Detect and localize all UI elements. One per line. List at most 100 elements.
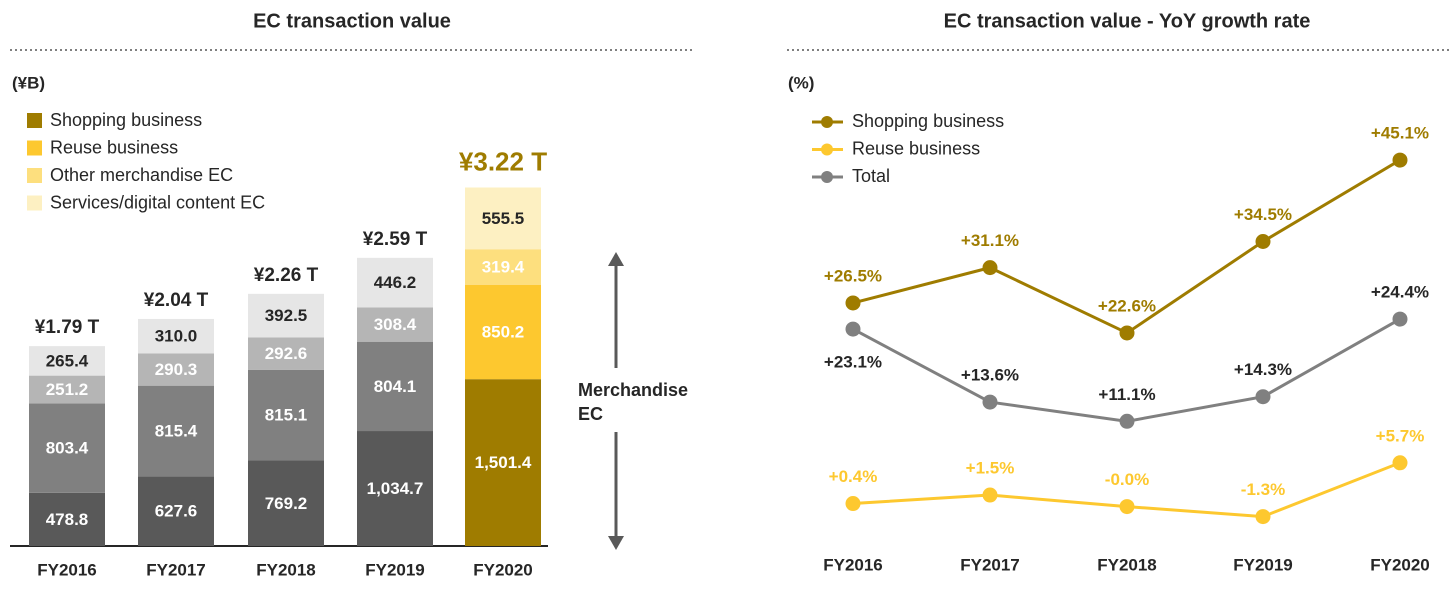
legend-swatch — [27, 168, 42, 183]
value-label: 803.4 — [46, 439, 89, 458]
value-label: -0.0% — [1105, 470, 1149, 489]
total-label: ¥2.04 T — [144, 290, 209, 311]
legend-marker — [821, 171, 833, 183]
point — [845, 321, 861, 337]
legend-marker — [821, 116, 833, 128]
value-label: +34.5% — [1234, 205, 1292, 224]
bar-segment — [465, 284, 541, 380]
bar-segment — [138, 476, 214, 546]
legend-label: Shopping business — [50, 110, 202, 130]
x-tick-label: FY2020 — [1370, 555, 1430, 574]
legend-swatch — [27, 195, 42, 211]
x-tick-label: FY2020 — [473, 560, 533, 579]
chart-title: EC transaction value - YoY growth rate — [944, 10, 1311, 32]
point — [982, 260, 998, 276]
x-tick-label: FY2017 — [960, 555, 1020, 574]
bar-segment — [138, 318, 214, 354]
value-label: 446.2 — [374, 273, 417, 292]
value-label: -1.3% — [1241, 480, 1285, 499]
x-tick-label: FY2019 — [1233, 555, 1293, 574]
annotation: Merchandise EC — [578, 380, 689, 424]
legend-marker — [821, 143, 833, 156]
bar-segment — [248, 460, 324, 546]
chart-title: EC transaction value — [253, 10, 451, 32]
x-tick-label: FY2019 — [365, 560, 425, 579]
total-label: ¥3.22 T — [459, 146, 547, 176]
legend-swatch — [27, 113, 42, 128]
point — [1392, 311, 1408, 327]
point — [1255, 389, 1271, 405]
value-label: 555.5 — [482, 209, 525, 228]
x-tick-label: FY2016 — [823, 555, 883, 574]
value-label: +24.4% — [1371, 283, 1429, 302]
bar-segment — [138, 353, 214, 386]
value-label: +45.1% — [1371, 124, 1429, 143]
value-label: 251.2 — [46, 380, 89, 399]
value-label: +5.7% — [1376, 426, 1425, 445]
value-label: 319.4 — [482, 257, 525, 276]
point — [1392, 455, 1408, 471]
value-label: +1.5% — [966, 459, 1015, 478]
point — [982, 394, 998, 410]
value-label: +23.1% — [824, 353, 882, 372]
point — [845, 295, 861, 311]
bar-segment — [248, 293, 324, 338]
point — [1255, 234, 1271, 250]
point — [1392, 152, 1408, 168]
value-label: 292.6 — [265, 344, 308, 363]
merch-arrow — [608, 252, 624, 550]
bar-segment — [465, 379, 541, 546]
value-label: +22.6% — [1098, 296, 1156, 315]
value-label: 265.4 — [46, 351, 89, 370]
value-label: 627.6 — [155, 502, 198, 521]
value-label: 1,501.4 — [475, 453, 532, 472]
value-label: 392.5 — [265, 306, 308, 325]
value-label: 804.1 — [374, 377, 417, 396]
bar-segment — [357, 257, 433, 308]
value-label: +0.4% — [829, 467, 878, 486]
value-label: +11.1% — [1098, 385, 1155, 404]
value-label: 290.3 — [155, 360, 198, 379]
bar-segment — [29, 375, 105, 404]
legend-label: Reuse business — [852, 138, 980, 158]
legend-label: Total — [852, 166, 890, 186]
legend-label: Services/digital content EC — [50, 192, 265, 212]
x-tick-label: FY2017 — [146, 560, 206, 579]
value-label: 308.4 — [374, 315, 417, 334]
bar-segment — [29, 346, 105, 376]
bar-segment — [357, 307, 433, 342]
legend-label: Shopping business — [852, 111, 1004, 131]
total-label: ¥2.26 T — [254, 265, 319, 286]
point — [845, 496, 861, 512]
legend-label: Reuse business — [50, 137, 178, 157]
value-label: 850.2 — [482, 322, 525, 341]
bar-segment — [29, 403, 105, 493]
x-tick-label: FY2016 — [37, 560, 97, 579]
legend-swatch — [27, 140, 42, 156]
bar-segment — [357, 431, 433, 546]
point — [1119, 325, 1135, 341]
x-tick-label: FY2018 — [1097, 555, 1157, 574]
value-label: 815.4 — [155, 421, 198, 440]
value-label: +14.3% — [1234, 360, 1292, 379]
total-label: ¥1.79 T — [35, 317, 100, 338]
bar-segment — [248, 369, 324, 461]
value-label: +13.6% — [961, 366, 1019, 385]
value-label: 1,034.7 — [367, 479, 424, 498]
value-label: 310.0 — [155, 327, 198, 346]
point — [1119, 499, 1135, 515]
bar-segment — [465, 187, 541, 250]
value-label: 815.1 — [265, 406, 308, 425]
x-tick-label: FY2018 — [256, 560, 316, 579]
bar-segment — [357, 341, 433, 432]
unit-label: (¥B) — [12, 73, 45, 92]
point — [982, 487, 998, 503]
value-label: +26.5% — [824, 266, 882, 285]
value-label: 478.8 — [46, 510, 89, 529]
bar-segment — [248, 337, 324, 370]
point — [1255, 509, 1271, 525]
legend-label: Other merchandise EC — [50, 165, 233, 185]
value-label: +31.1% — [961, 231, 1019, 250]
